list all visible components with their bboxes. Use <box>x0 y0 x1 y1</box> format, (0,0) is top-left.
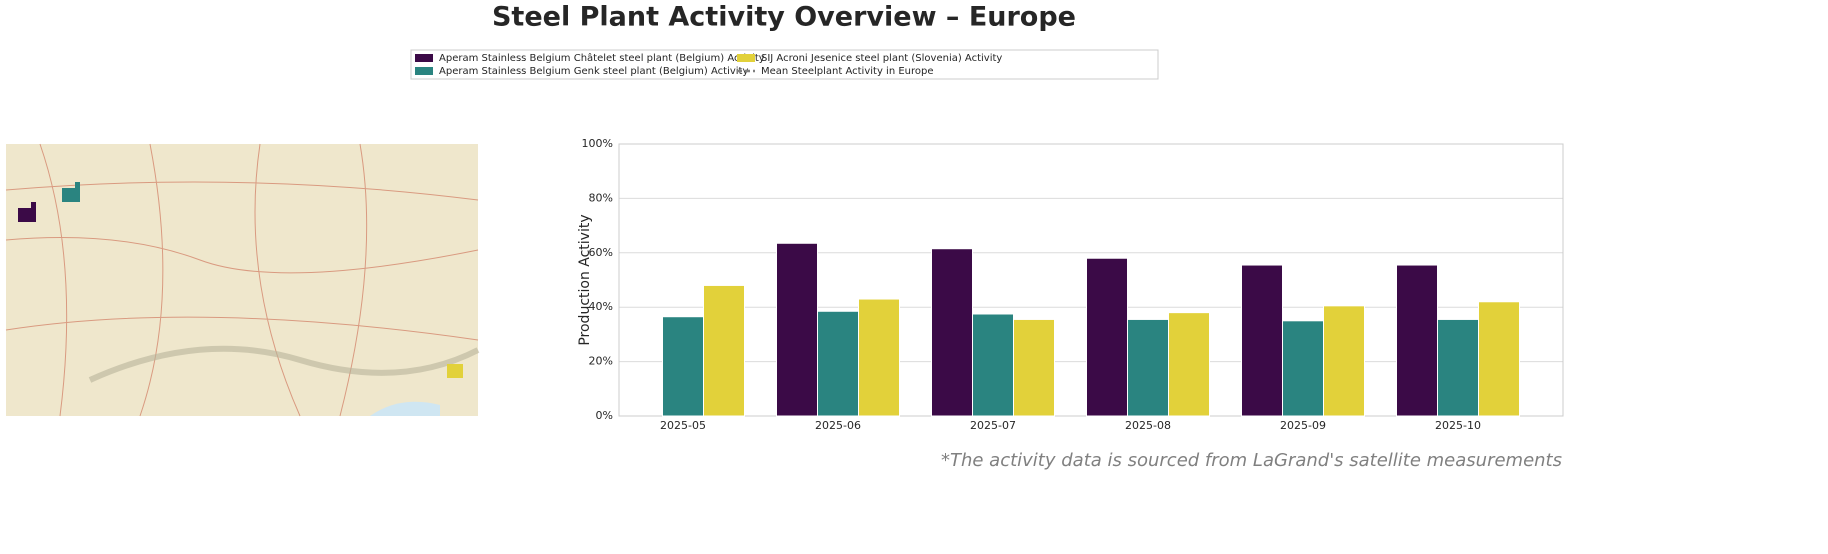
bar <box>931 248 973 417</box>
bar <box>1437 318 1479 417</box>
bar <box>703 284 745 417</box>
chart-title: Steel Plant Activity Overview – Europe <box>492 2 1076 33</box>
plant-icon <box>447 364 463 378</box>
bar <box>1241 264 1283 417</box>
x-tick-label: 2025-07 <box>970 419 1016 432</box>
legend-label: Aperam Stainless Belgium Genk steel plan… <box>439 66 748 77</box>
plant-icon <box>62 188 78 202</box>
bar <box>1282 320 1324 417</box>
bar <box>1086 257 1128 417</box>
plant-icon <box>18 208 34 222</box>
y-tick-label: 0% <box>596 409 613 422</box>
map-roads <box>5 143 479 417</box>
map <box>5 143 480 417</box>
bar <box>776 242 818 417</box>
legend-label: Aperam Stainless Belgium Châtelet steel … <box>439 52 765 64</box>
x-tick-label: 2025-05 <box>660 419 706 432</box>
bar <box>1127 318 1169 417</box>
legend-swatch <box>415 54 433 62</box>
legend-box <box>410 49 1159 80</box>
x-tick-label: 2025-08 <box>1125 419 1171 432</box>
plant-icon <box>75 182 80 202</box>
bar <box>1323 305 1365 417</box>
y-tick-label: 100% <box>582 137 613 150</box>
bar <box>1168 312 1210 417</box>
legend-label: Mean Steelplant Activity in Europe <box>761 66 934 77</box>
bar <box>858 298 900 417</box>
legend-label: SIJ Acroni Jesenice steel plant (Sloveni… <box>761 53 1002 64</box>
y-tick-label: 60% <box>589 246 613 259</box>
plant-icon <box>31 202 36 222</box>
footnote: *The activity data is sourced from LaGra… <box>941 450 1562 471</box>
bar <box>1396 264 1438 417</box>
map-mountains <box>88 345 480 383</box>
y-tick-label: 40% <box>589 300 613 313</box>
x-tick-label: 2025-06 <box>815 419 861 432</box>
y-tick-label: 80% <box>589 191 613 204</box>
y-axis-label: Production Activity <box>577 214 593 345</box>
bar <box>972 313 1014 417</box>
map-sea <box>370 401 440 416</box>
bar <box>662 316 704 417</box>
bar <box>817 310 859 417</box>
bar <box>1013 318 1055 417</box>
x-tick-label: 2025-10 <box>1435 419 1481 432</box>
bar <box>1478 301 1520 417</box>
legend-swatch <box>737 54 755 62</box>
x-tick-label: 2025-09 <box>1280 419 1326 432</box>
legend-swatch <box>415 67 433 75</box>
y-tick-label: 20% <box>589 355 613 368</box>
